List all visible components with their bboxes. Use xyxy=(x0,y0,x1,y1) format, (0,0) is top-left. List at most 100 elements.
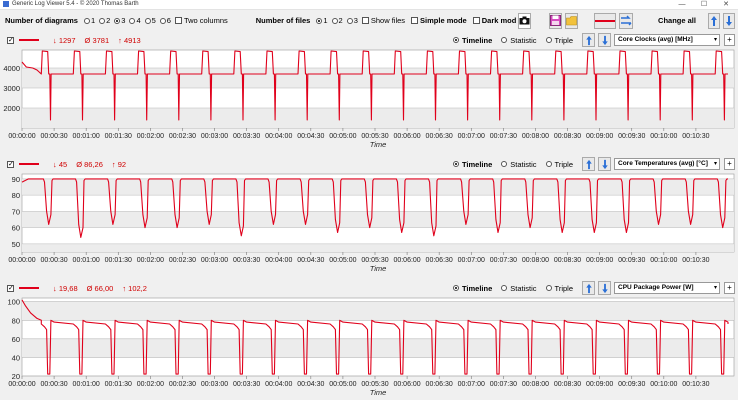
series-color-swatch[interactable] xyxy=(19,163,39,165)
move-down-button[interactable] xyxy=(598,281,611,295)
show-files-checkbox[interactable]: Show files xyxy=(361,16,405,25)
change-all-up-button[interactable] xyxy=(707,12,720,29)
add-sensor-button[interactable]: + xyxy=(724,282,735,294)
diagrams-label: Number of diagrams xyxy=(5,16,78,25)
panel-visible-checkbox[interactable] xyxy=(7,284,14,292)
close-button[interactable]: ✕ xyxy=(723,1,729,8)
y-tick-label: 50 xyxy=(12,240,20,249)
x-tick-label: 00:05:00 xyxy=(329,257,356,264)
view-mode-timeline-radio[interactable]: Timeline xyxy=(452,284,492,293)
screenshot-button[interactable] xyxy=(518,12,532,29)
files-radio-3[interactable]: 3 xyxy=(346,16,358,25)
view-mode-statistic-radio[interactable]: Statistic xyxy=(501,36,537,45)
swap-arrows-icon xyxy=(621,15,632,26)
x-tick-label: 00:00:30 xyxy=(40,133,67,140)
grid-band xyxy=(22,243,734,252)
checkbox-label: Simple mode xyxy=(420,16,467,25)
view-mode-triple-radio[interactable]: Triple xyxy=(545,160,573,169)
x-tick-label: 00:05:00 xyxy=(329,133,356,140)
sensor-select-value: Core Temperatures (avg) [°C] xyxy=(618,160,708,167)
chevron-down-icon: ▾ xyxy=(713,285,717,291)
files-radio-1[interactable]: 1 xyxy=(316,16,328,25)
x-tick-label: 00:09:00 xyxy=(586,133,613,140)
checkbox-box xyxy=(472,17,480,24)
arrow-up-icon xyxy=(585,35,592,45)
radio-circle xyxy=(501,37,508,43)
timeline-chart[interactable]: 2000 3000 4000 00:00:00 00:00:30 00:01:00 00:0… xyxy=(0,48,738,150)
move-up-button[interactable] xyxy=(582,281,595,295)
x-axis-label: Time xyxy=(370,140,387,149)
diagrams-radio-1[interactable]: 1 xyxy=(83,16,96,25)
timeline-chart[interactable]: 50 60 70 80 90 00:00:00 00:00:30 00:01:00 00:01:… xyxy=(0,172,738,274)
add-sensor-button[interactable]: + xyxy=(724,34,735,46)
radio-circle xyxy=(331,17,338,24)
radio-label: 3 xyxy=(353,16,358,25)
simple-mode-checkbox[interactable]: Simple mode xyxy=(411,16,467,25)
view-mode-label: Triple xyxy=(554,283,573,293)
toolbar: Number of diagrams 1 2 3 4 5 6 Two colum… xyxy=(0,10,738,31)
files-radio-2[interactable]: 2 xyxy=(331,16,343,25)
add-sensor-button[interactable]: + xyxy=(724,158,735,170)
change-all-down-button[interactable] xyxy=(722,12,735,29)
diagrams-radio-6[interactable]: 6 xyxy=(159,16,171,25)
min-value-text: 19,68 xyxy=(58,283,78,293)
window-title: Generic Log Viewer 5.4 - © 2020 Thomas B… xyxy=(3,1,139,7)
radio-label: 6 xyxy=(166,16,171,25)
sensor-select[interactable]: CPU Package Power [W] ▾ xyxy=(614,282,720,294)
open-folder-button[interactable] xyxy=(564,12,578,29)
chart-svg: 2000 3000 4000 00:00:00 00:00:30 00:01:00 00:0… xyxy=(3,49,735,149)
panel-visible-checkbox[interactable] xyxy=(7,36,14,44)
move-down-button[interactable] xyxy=(598,33,611,47)
change-all-label: Change all xyxy=(658,16,696,25)
min-value: ↓ 1297 xyxy=(53,35,76,45)
move-up-button[interactable] xyxy=(582,157,595,171)
arrow-down-icon xyxy=(601,159,608,169)
x-tick-label: 00:10:30 xyxy=(682,381,709,388)
panel-visible-checkbox[interactable] xyxy=(7,160,14,168)
y-tick-label: 80 xyxy=(12,191,20,200)
y-tick-label: 2000 xyxy=(3,104,20,113)
grid-band xyxy=(22,211,734,228)
grid-band xyxy=(22,338,734,358)
move-up-button[interactable] xyxy=(582,33,595,47)
x-tick-label: 00:02:30 xyxy=(169,133,196,140)
x-tick-label: 00:06:30 xyxy=(426,133,453,140)
radio-circle xyxy=(501,161,508,167)
min-value-text: 1297 xyxy=(58,35,76,45)
series-color-swatch[interactable] xyxy=(19,287,39,289)
sensor-select[interactable]: Core Clocks (avg) [MHz] ▾ xyxy=(614,34,720,46)
dark-mode-checkbox[interactable]: Dark mod xyxy=(472,16,516,25)
diagrams-radio-3[interactable]: 3 xyxy=(114,16,125,25)
view-mode-statistic-radio[interactable]: Statistic xyxy=(501,160,537,169)
radio-circle xyxy=(159,17,166,24)
minimize-button[interactable]: — xyxy=(678,1,686,8)
chevron-down-icon: ▾ xyxy=(713,161,717,167)
radio-label: 1 xyxy=(90,16,96,25)
x-tick-label: 00:10:30 xyxy=(682,257,709,264)
x-axis-label: Time xyxy=(370,264,387,273)
min-value: ↓ 45 xyxy=(53,159,68,169)
swap-button[interactable] xyxy=(619,12,634,29)
sensor-select[interactable]: Core Temperatures (avg) [°C] ▾ xyxy=(614,158,720,170)
move-down-button[interactable] xyxy=(598,157,611,171)
x-tick-label: 00:10:00 xyxy=(650,133,677,140)
view-mode-triple-radio[interactable]: Triple xyxy=(545,36,573,45)
arrow-down-icon xyxy=(601,283,608,293)
x-tick-label: 00:09:00 xyxy=(586,257,613,264)
view-mode-triple-radio[interactable]: Triple xyxy=(545,283,573,293)
avg-value-text: 3781 xyxy=(92,35,110,45)
maximize-button[interactable]: ☐ xyxy=(700,1,708,8)
view-mode-timeline-radio[interactable]: Timeline xyxy=(452,160,492,169)
line-color-button[interactable] xyxy=(593,12,617,29)
view-mode-timeline-radio[interactable]: Timeline xyxy=(452,36,492,45)
save-button[interactable] xyxy=(548,12,562,29)
arrow-down-icon xyxy=(601,35,608,45)
timeline-chart[interactable]: 20 40 60 80 100 00:00:00 00:00:30 00:01:00 00:01… xyxy=(0,296,738,398)
two-columns-checkbox[interactable]: Two columns xyxy=(174,16,228,25)
diagrams-radio-5[interactable]: 5 xyxy=(144,16,156,25)
view-mode-statistic-radio[interactable]: Statistic xyxy=(501,284,537,293)
panel-controls: Timeline Statistic Triple Core Clocks (avg)… xyxy=(452,32,738,48)
diagrams-radio-4[interactable]: 4 xyxy=(129,16,141,25)
series-color-swatch[interactable] xyxy=(19,39,39,41)
diagrams-radio-2[interactable]: 2 xyxy=(99,16,110,25)
